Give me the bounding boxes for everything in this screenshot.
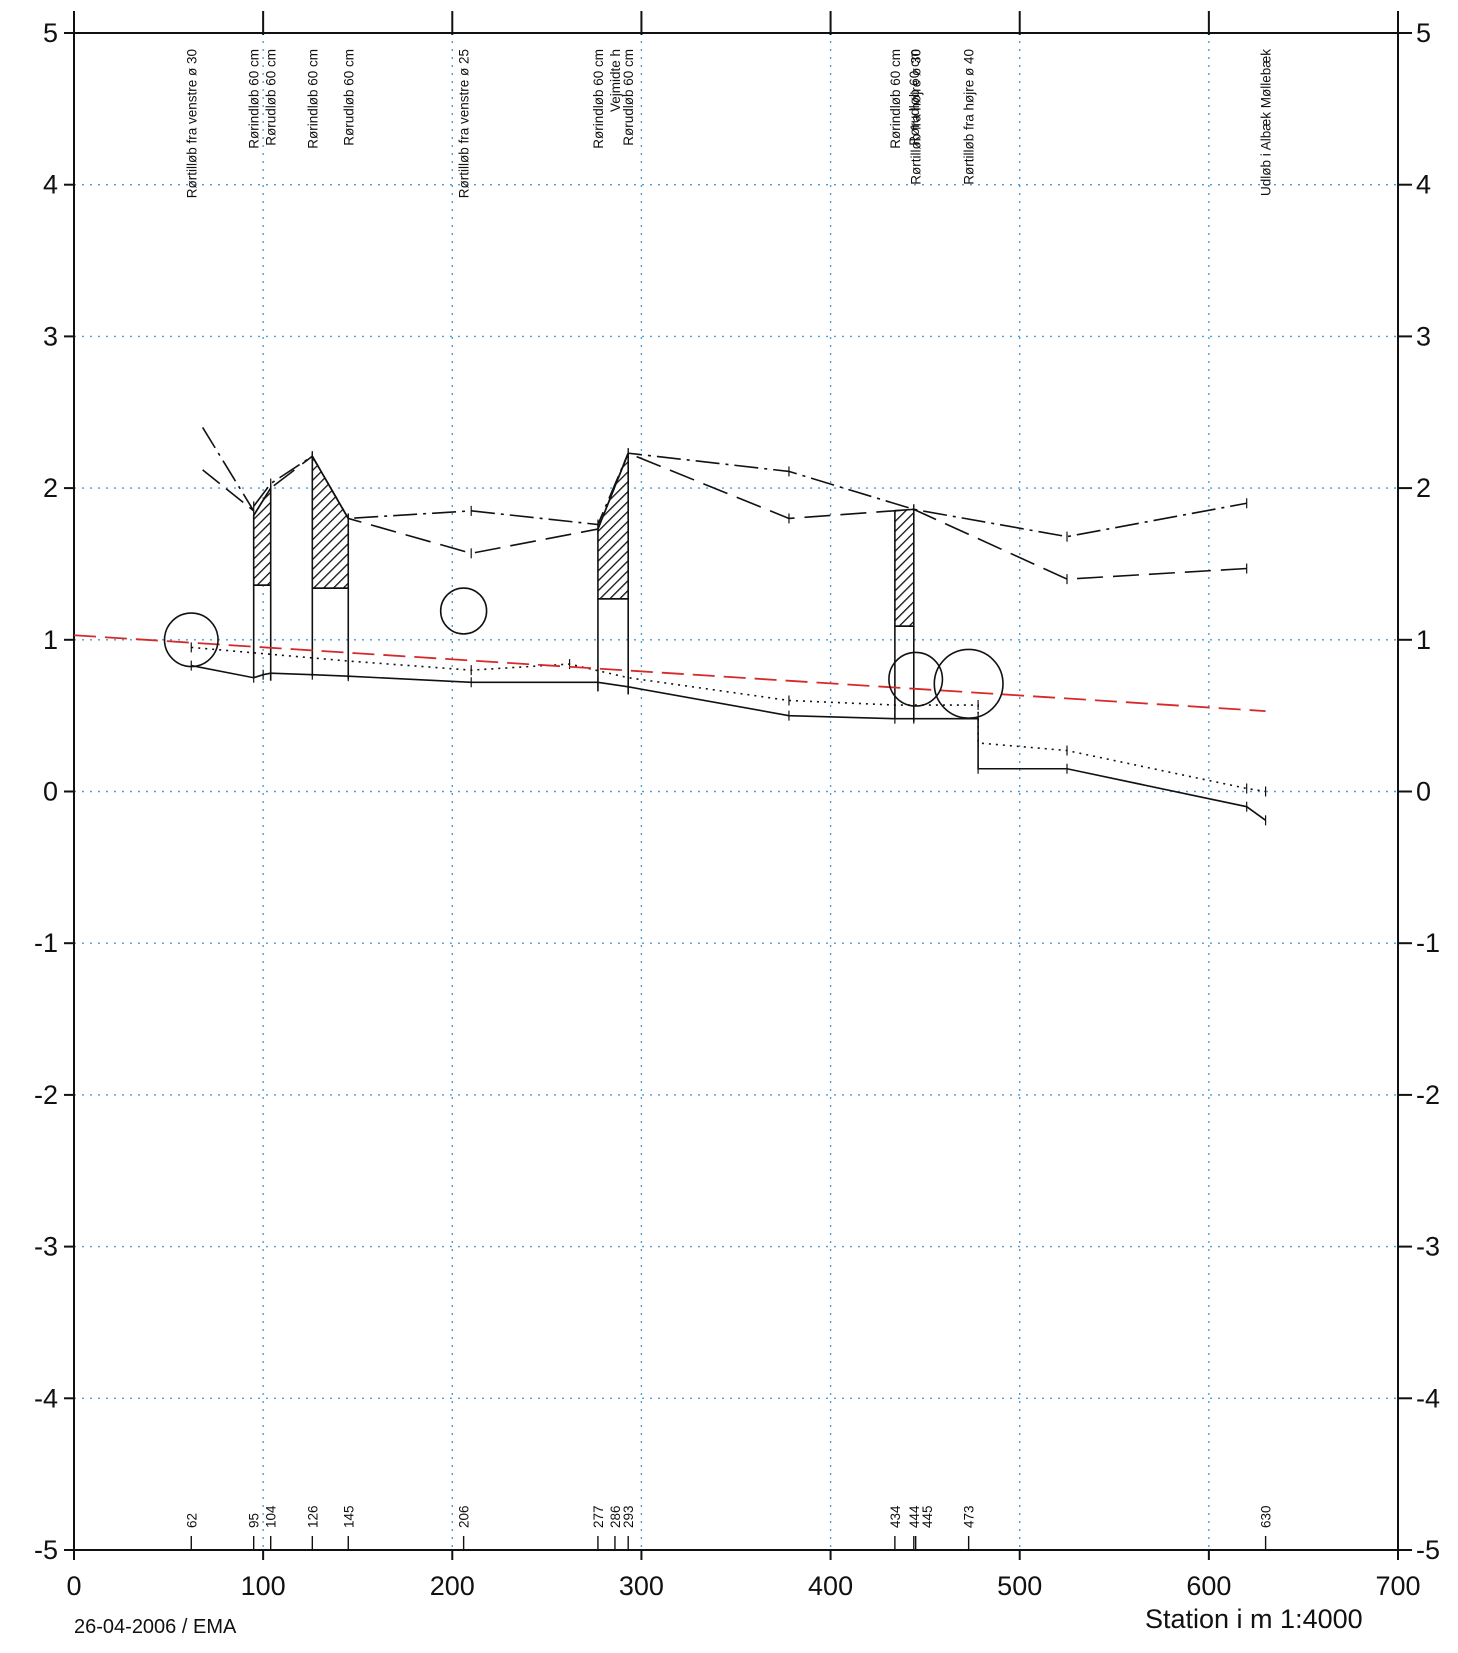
structure-label: Vejmidte h: [608, 49, 623, 112]
structure-label: Rørtilløb fra venstre ø 25: [457, 49, 472, 198]
series-red-dashed: [73, 634, 1266, 712]
x-tick-label: 500: [997, 1571, 1042, 1601]
y-tick-label-right: 3: [1416, 321, 1431, 351]
y-tick-label-left: -4: [34, 1383, 58, 1413]
pipe-circle: [439, 587, 488, 635]
y-tick-label-left: -5: [34, 1535, 58, 1565]
y-tick-label-right: -1: [1416, 928, 1440, 958]
y-tick-label-right: -2: [1416, 1080, 1440, 1110]
y-tick-label-left: -3: [34, 1232, 58, 1262]
station-mark-label: 62: [184, 1513, 199, 1528]
y-tick-label-left: -2: [34, 1080, 58, 1110]
station-mark-label: 473: [962, 1505, 977, 1528]
structure-label: Rørindløb 60 cm: [591, 49, 606, 149]
y-tick-label-left: 5: [43, 18, 58, 48]
structure-label: Rørtilløb fra venstre ø 30: [184, 49, 199, 198]
y-tick-label-left: 2: [43, 473, 58, 503]
y-tick-label-right: -5: [1416, 1535, 1440, 1565]
pipe-circle: [933, 648, 1004, 719]
series-dashdot-left: [201, 427, 255, 512]
station-mark-label: 630: [1259, 1505, 1274, 1528]
y-tick-label-right: -3: [1416, 1232, 1440, 1262]
x-tick-label: 600: [1186, 1571, 1231, 1601]
x-tick-label: 300: [619, 1571, 664, 1601]
structure-label: Rørudløb 60 cm: [907, 49, 922, 146]
structure-label: Rørudløb 60 cm: [341, 49, 356, 146]
y-tick-label-left: 4: [43, 170, 58, 200]
x-tick-label: 700: [1375, 1571, 1420, 1601]
y-tick-label-right: 1: [1416, 625, 1431, 655]
station-mark-label: 104: [264, 1505, 279, 1528]
station-mark-label: 293: [621, 1505, 636, 1528]
station-mark-label: 444: [907, 1505, 922, 1528]
y-tick-label-right: 0: [1416, 777, 1431, 807]
x-tick-label: 400: [808, 1571, 853, 1601]
culvert-hatch: [597, 452, 629, 600]
y-tick-label-right: 4: [1416, 170, 1431, 200]
pipe-circle: [163, 612, 219, 668]
station-mark-label: 126: [305, 1505, 320, 1528]
footer-station-label: Station i m 1:4000: [1145, 1604, 1363, 1634]
y-tick-label-left: 3: [43, 321, 58, 351]
structure-label: Udløb i Albæk Møllebæk: [1259, 49, 1274, 196]
series-dashed-left: [202, 469, 255, 512]
y-tick-label-left: 1: [43, 625, 58, 655]
y-tick-label-right: 2: [1416, 473, 1431, 503]
series-lines: [73, 427, 1267, 826]
footer-date: 26-04-2006 / EMA: [74, 1616, 237, 1638]
y-tick-label-left: 0: [43, 777, 58, 807]
station-mark-label: 434: [888, 1505, 903, 1528]
series-solid: [191, 664, 1267, 821]
station-mark-label: 286: [608, 1505, 623, 1528]
culvert-hatch: [894, 508, 915, 627]
y-tick-label-right: 5: [1416, 18, 1431, 48]
structure-label: Rørudløb 60 cm: [264, 49, 279, 146]
series-dashed: [253, 452, 1247, 580]
series-dashdot: [253, 452, 1247, 538]
y-tick-label-right: -4: [1416, 1383, 1440, 1413]
structure-label: Rørindløb 60 cm: [305, 49, 320, 149]
structure-label: Rørtilløb fra højre ø 40: [962, 49, 977, 185]
series-dotted: [191, 646, 1266, 793]
y-tick-label-left: -1: [34, 928, 58, 958]
station-mark-label: 95: [247, 1513, 262, 1528]
x-tick-label: 200: [430, 1571, 475, 1601]
station-mark-label: 145: [341, 1505, 356, 1528]
structure-label: Rørindløb 60 cm: [888, 49, 903, 149]
station-mark-label: 445: [920, 1505, 935, 1528]
structure-label: Rørudløb 60 cm: [621, 49, 636, 146]
station-mark-label: 277: [591, 1505, 606, 1528]
pipe-circle: [888, 651, 944, 707]
x-tick-label: 0: [66, 1571, 81, 1601]
station-mark-label: 206: [457, 1505, 472, 1528]
pipe-circles: [163, 587, 1004, 719]
culverts: [252, 452, 915, 722]
structure-labels: Rørtilløb fra venstre ø 30 Rørindløb 60 c…: [184, 49, 1273, 199]
structure-label: Rørtilløb fra højre ø 30: [909, 49, 924, 185]
x-tick-label: 100: [241, 1571, 286, 1601]
grid: [74, 33, 1398, 1550]
culvert-hatch: [311, 453, 350, 590]
structure-label: Rørindløb 60 cm: [247, 49, 262, 149]
